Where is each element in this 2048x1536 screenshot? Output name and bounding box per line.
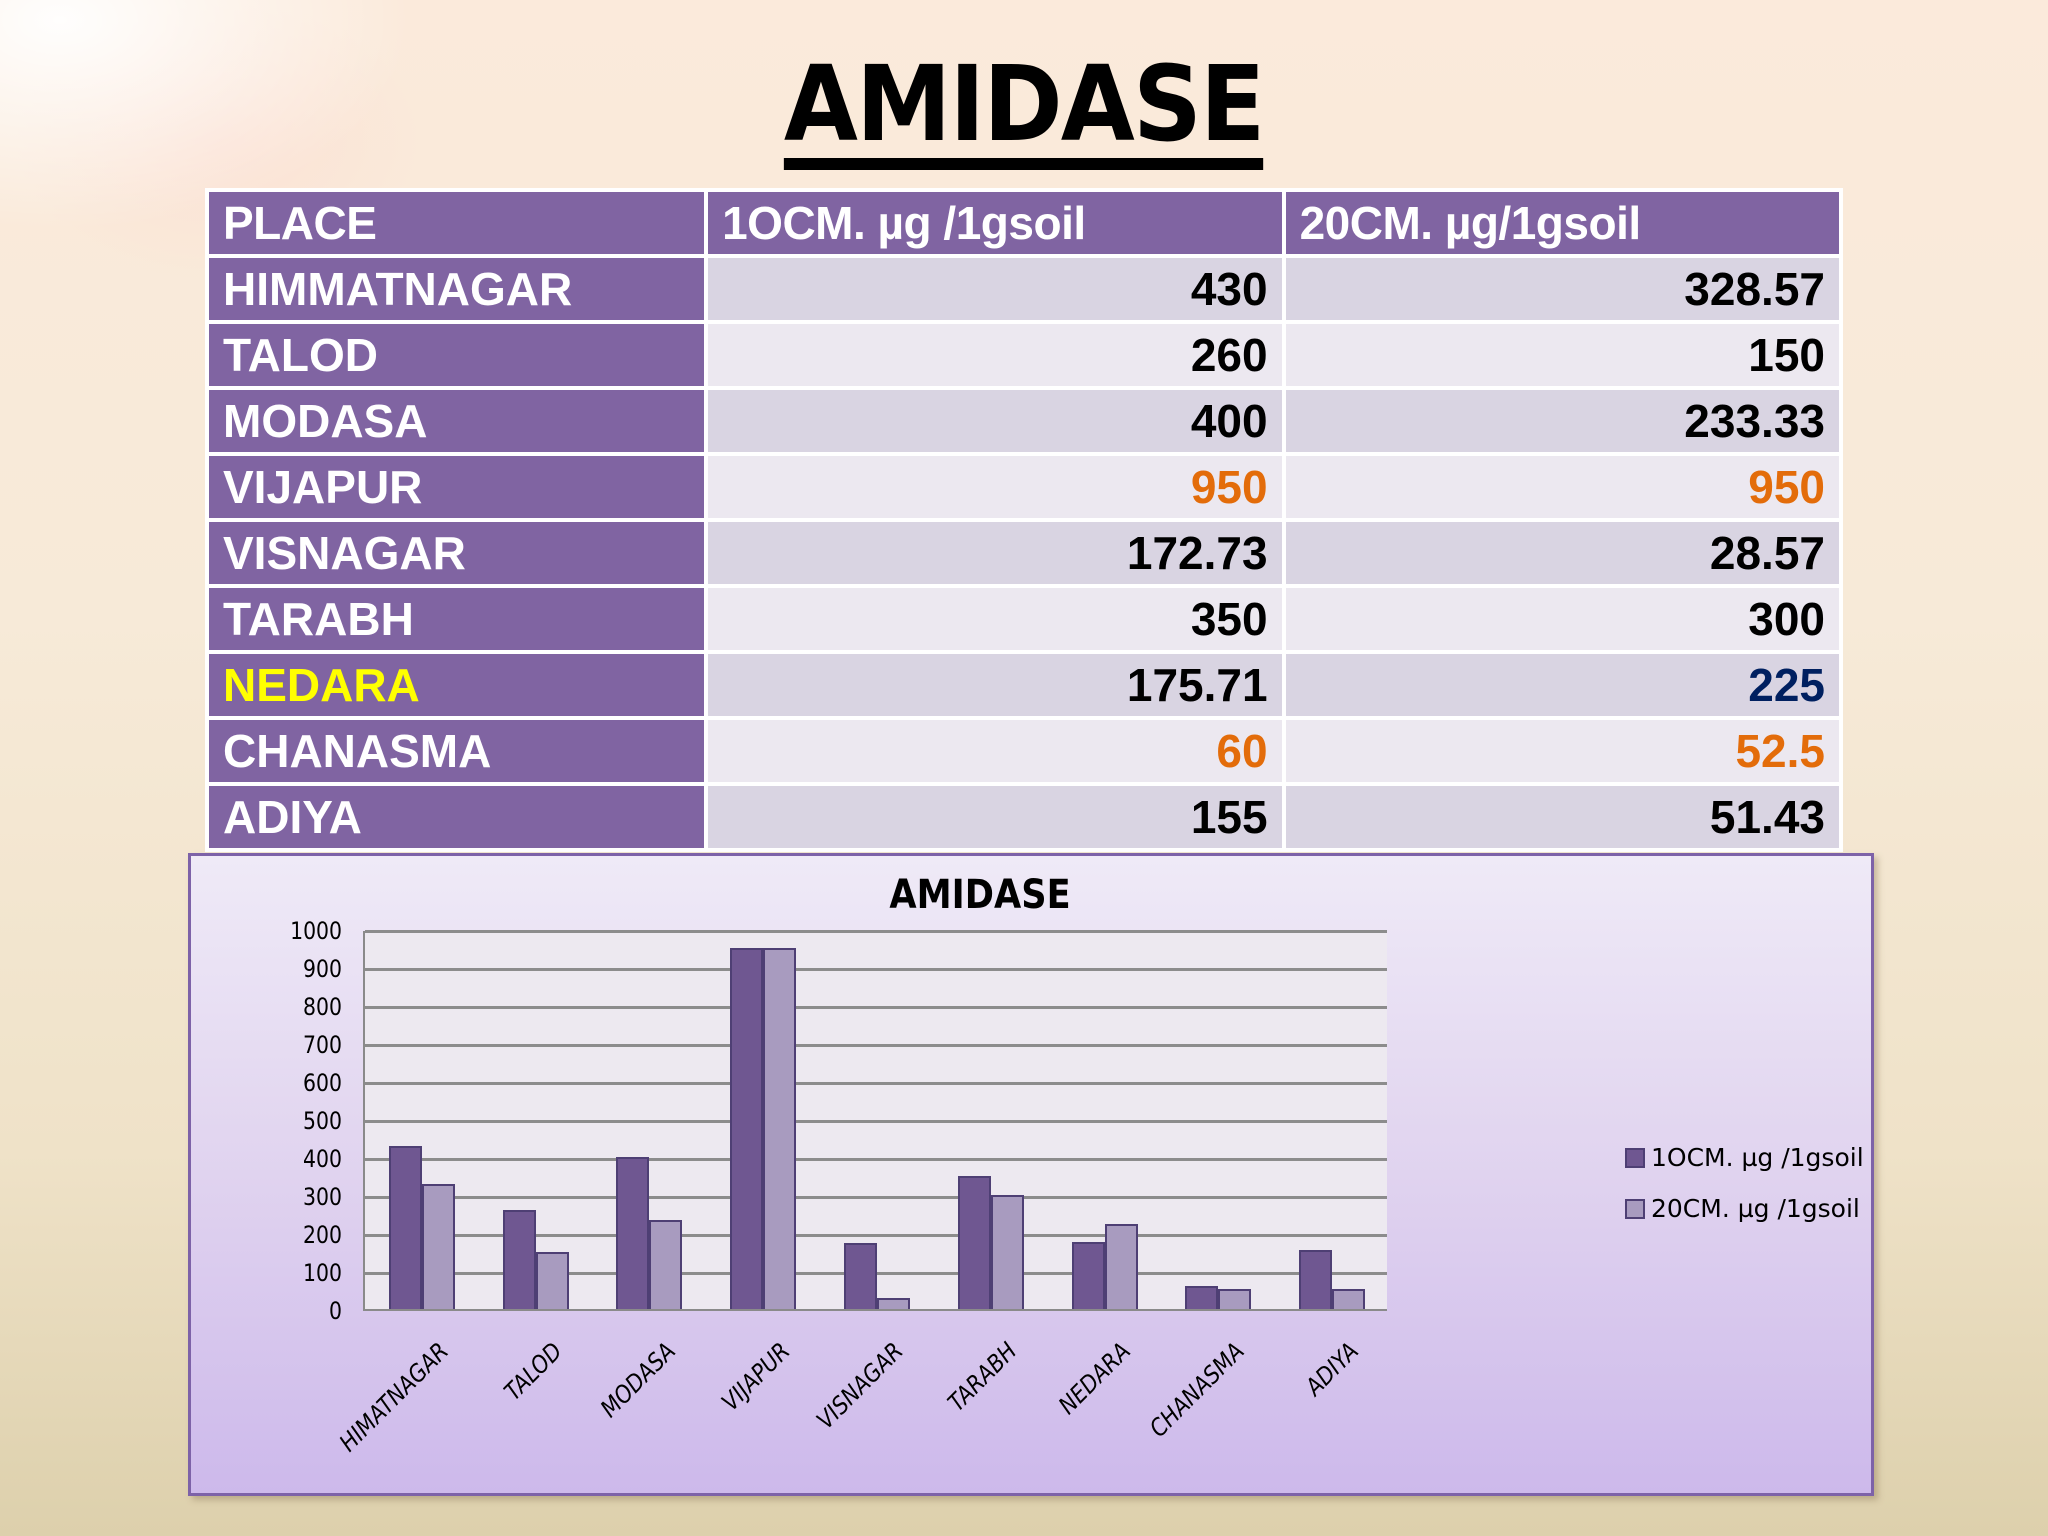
bar-modasa-series-1 bbox=[616, 1157, 650, 1309]
y-tick-label: 900 bbox=[303, 955, 342, 983]
y-tick-label: 800 bbox=[303, 993, 342, 1021]
gridline bbox=[365, 930, 1387, 933]
cell-10cm: 950 bbox=[708, 456, 1282, 518]
bar-visnagar-series-1 bbox=[844, 1243, 877, 1309]
cell-10cm: 60 bbox=[708, 720, 1282, 782]
y-tick-label: 300 bbox=[303, 1183, 342, 1211]
table-header-row: PLACE 1OCM. µg /1gsoil 20CM. µg/1gsoil bbox=[209, 192, 1839, 254]
y-tick-label: 700 bbox=[303, 1031, 342, 1059]
bar-chanasma-series-1 bbox=[1185, 1286, 1219, 1309]
table-row: NEDARA 175.71 225 bbox=[209, 654, 1839, 716]
legend-item: 1OCM. µg /1gsoil bbox=[1625, 1132, 1864, 1183]
chart-title: AMIDASE bbox=[889, 872, 1071, 918]
cell-20cm: 300 bbox=[1285, 588, 1839, 650]
legend-label: 20CM. µg /1gsoil bbox=[1651, 1194, 1860, 1223]
cell-10cm: 172.73 bbox=[708, 522, 1282, 584]
bar-himatnagar-series-2 bbox=[421, 1184, 455, 1309]
legend-item: 20CM. µg /1gsoil bbox=[1625, 1183, 1864, 1234]
cell-10cm: 155 bbox=[708, 786, 1282, 848]
cell-20cm: 950 bbox=[1285, 456, 1839, 518]
cell-20cm: 225 bbox=[1285, 654, 1839, 716]
bar-nedara-series-2 bbox=[1104, 1223, 1138, 1309]
table-row: HIMMATNAGAR 430 328.57 bbox=[209, 258, 1839, 320]
cell-place: TALOD bbox=[209, 324, 705, 386]
amidase-table: PLACE 1OCM. µg /1gsoil 20CM. µg/1gsoil H… bbox=[205, 188, 1843, 852]
y-tick-label: 1000 bbox=[290, 917, 342, 945]
legend-label: 1OCM. µg /1gsoil bbox=[1651, 1143, 1864, 1172]
y-tick-label: 100 bbox=[303, 1259, 342, 1287]
bar-modasa-series-2 bbox=[649, 1220, 683, 1309]
gridline bbox=[365, 1196, 1387, 1199]
table-row: ADIYA 155 51.43 bbox=[209, 786, 1839, 848]
bar-himatnagar-series-1 bbox=[388, 1145, 422, 1309]
cell-10cm: 400 bbox=[708, 390, 1282, 452]
cell-place: HIMMATNAGAR bbox=[209, 258, 705, 320]
bar-adiya-series-2 bbox=[1332, 1289, 1366, 1309]
page-title-text: AMIDASE bbox=[784, 52, 1266, 170]
cell-place: CHANASMA bbox=[209, 720, 705, 782]
table-row: VIJAPUR 950 950 bbox=[209, 456, 1839, 518]
cell-10cm: 350 bbox=[708, 588, 1282, 650]
bar-talod-series-1 bbox=[502, 1210, 536, 1309]
table-row: TARABH 350 300 bbox=[209, 588, 1839, 650]
bar-vijapur-series-1 bbox=[730, 948, 764, 1309]
gridline bbox=[365, 968, 1387, 971]
legend-swatch-icon bbox=[1625, 1198, 1645, 1219]
table-row: VISNAGAR 172.73 28.57 bbox=[209, 522, 1839, 584]
cell-place: MODASA bbox=[209, 390, 705, 452]
table-row: CHANASMA 60 52.5 bbox=[209, 720, 1839, 782]
y-tick-label: 600 bbox=[303, 1069, 342, 1097]
cell-20cm: 52.5 bbox=[1285, 720, 1839, 782]
plot-area bbox=[363, 930, 1387, 1311]
y-tick-label: 200 bbox=[303, 1221, 342, 1249]
cell-20cm: 233.33 bbox=[1285, 390, 1839, 452]
bar-talod-series-2 bbox=[535, 1252, 569, 1309]
gridline bbox=[365, 1082, 1387, 1085]
gridline bbox=[365, 1234, 1387, 1237]
chart-legend: 1OCM. µg /1gsoil 20CM. µg /1gsoil bbox=[1625, 1132, 1864, 1234]
cell-10cm: 260 bbox=[708, 324, 1282, 386]
gridline bbox=[365, 1006, 1387, 1009]
page-title: AMIDASE bbox=[0, 52, 2048, 170]
gridline bbox=[365, 1044, 1387, 1047]
legend-swatch-icon bbox=[1625, 1147, 1645, 1168]
cell-20cm: 328.57 bbox=[1285, 258, 1839, 320]
bar-chanasma-series-2 bbox=[1218, 1289, 1252, 1309]
bar-vijapur-series-2 bbox=[763, 948, 797, 1309]
table-row: TALOD 260 150 bbox=[209, 324, 1839, 386]
cell-place: VISNAGAR bbox=[209, 522, 705, 584]
cell-place: VIJAPUR bbox=[209, 456, 705, 518]
y-tick-label: 400 bbox=[303, 1145, 342, 1173]
gridline bbox=[365, 1120, 1387, 1123]
header-20cm: 20CM. µg/1gsoil bbox=[1285, 192, 1839, 254]
cell-place: ADIYA bbox=[209, 786, 705, 848]
y-tick-label: 500 bbox=[303, 1107, 342, 1135]
header-10cm: 1OCM. µg /1gsoil bbox=[708, 192, 1282, 254]
cell-20cm: 51.43 bbox=[1285, 786, 1839, 848]
cell-place: NEDARA bbox=[209, 654, 705, 716]
cell-10cm: 430 bbox=[708, 258, 1282, 320]
cell-20cm: 150 bbox=[1285, 324, 1839, 386]
cell-10cm: 175.71 bbox=[708, 654, 1282, 716]
bar-tarabh-series-2 bbox=[990, 1195, 1024, 1309]
table-row: MODASA 400 233.33 bbox=[209, 390, 1839, 452]
bar-visnagar-series-2 bbox=[877, 1298, 910, 1309]
bar-adiya-series-1 bbox=[1299, 1250, 1333, 1309]
gridline bbox=[365, 1158, 1387, 1161]
bar-tarabh-series-1 bbox=[957, 1176, 991, 1309]
y-tick-label: 0 bbox=[329, 1297, 342, 1325]
cell-20cm: 28.57 bbox=[1285, 522, 1839, 584]
header-place: PLACE bbox=[209, 192, 705, 254]
bar-nedara-series-1 bbox=[1071, 1242, 1105, 1309]
cell-place: TARABH bbox=[209, 588, 705, 650]
